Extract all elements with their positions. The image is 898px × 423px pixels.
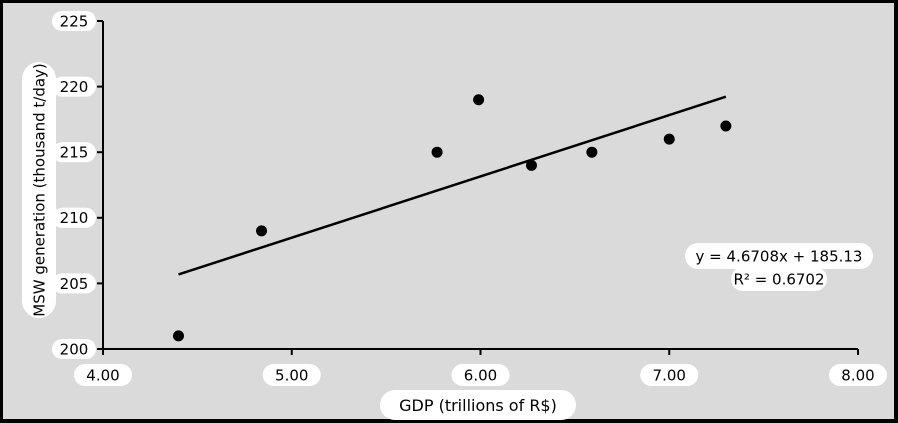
y-tick-label-text: 205: [60, 275, 89, 293]
y-tick-label-box: [52, 76, 96, 97]
trendline: [178, 95, 727, 276]
x-tick-label-text: 4.00: [86, 366, 119, 384]
data-point: [586, 146, 598, 158]
y-tick-label-box: [52, 207, 96, 228]
r-squared-label-text: R² = 0.6702: [733, 270, 824, 288]
x-tick-label-box: [451, 364, 510, 386]
y-tick-label: 210: [52, 207, 96, 228]
y-tick-label-box: [52, 142, 96, 163]
y-tick-label-box: [52, 11, 96, 31]
x-tick-label: 4.00: [74, 364, 132, 386]
x-tick-label-text: 7.00: [653, 366, 686, 384]
trendline-equation-text: y = 4.6708x + 185.13: [696, 247, 863, 265]
data-point: [256, 225, 268, 237]
x-axis-title-text: GDP (trillions of R$): [399, 396, 557, 415]
y-tick-label: 205: [52, 273, 96, 294]
x-tick-label: 6.00: [451, 364, 510, 386]
trendline-equation-box: [685, 243, 873, 269]
x-axis-title-box: [380, 390, 576, 420]
data-point: [720, 120, 732, 132]
y-tick-label: 200: [52, 339, 96, 359]
x-tick-label-box: [74, 364, 132, 386]
y-tick-label-text: 215: [60, 144, 89, 162]
x-tick-label-text: 8.00: [841, 366, 874, 384]
x-tick-label-box: [262, 364, 321, 386]
plot-background: [3, 3, 894, 419]
x-axis-title: GDP (trillions of R$): [380, 390, 576, 420]
y-tick-label-text: 200: [60, 340, 89, 358]
data-point: [663, 133, 675, 145]
y-tick-label-text: 220: [60, 78, 89, 96]
data-point: [431, 146, 443, 158]
equation-group: y = 4.6708x + 185.13 R² = 0.6702: [685, 243, 873, 291]
x-tick-label-box: [829, 364, 887, 386]
x-tick-label: 5.00: [262, 364, 321, 386]
data-point: [525, 159, 537, 171]
x-tick-label-text: 6.00: [464, 366, 497, 384]
x-tick-label-box: [640, 364, 699, 386]
y-tick-label-text: 210: [60, 209, 89, 227]
r-squared-label: R² = 0.6702: [731, 267, 827, 291]
x-axis-title-group: GDP (trillions of R$): [380, 390, 576, 420]
y-tick-label: 220: [52, 76, 96, 97]
y-axis-title: MSW generation (thousand t/day): [22, 62, 56, 318]
y-axis-title-group: MSW generation (thousand t/day): [22, 62, 56, 318]
y-tick-label-box: [52, 273, 96, 294]
trendline-equation: y = 4.6708x + 185.13: [685, 243, 873, 269]
y-axis-title-text: MSW generation (thousand t/day): [31, 63, 49, 317]
y-tick-label-text: 225: [60, 12, 89, 30]
trendline-group: [178, 95, 727, 276]
x-tick-label: 7.00: [640, 364, 699, 386]
points-group: [173, 94, 732, 342]
x-tick-label-text: 5.00: [275, 366, 308, 384]
r-squared-label-box: [731, 267, 827, 291]
y-tick-label-box: [52, 339, 96, 359]
y-axis-title-box: [22, 62, 56, 318]
y-tick-label: 225: [52, 11, 96, 31]
y-tick-label: 215: [52, 142, 96, 163]
data-point: [173, 330, 184, 342]
data-point: [473, 94, 485, 106]
axes-group: 200 205 210 215 220 225 4.00 5.00 6.00 7.00 8.00: [52, 11, 887, 386]
x-tick-label: 8.00: [829, 364, 887, 386]
